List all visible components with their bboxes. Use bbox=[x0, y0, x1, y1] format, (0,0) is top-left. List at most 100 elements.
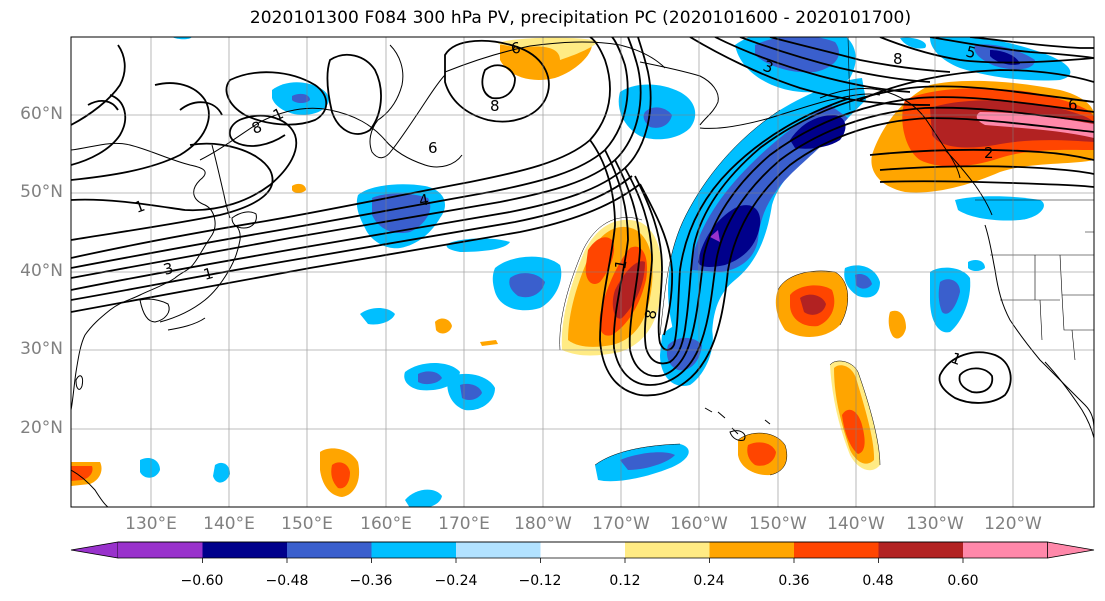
pv-ne-6 bbox=[929, 37, 1094, 59]
precip-pos-w3 bbox=[480, 340, 498, 346]
colorbar-bin bbox=[540, 542, 625, 558]
colorbar-extend-high bbox=[1047, 541, 1095, 559]
pv-contour-5 bbox=[71, 175, 633, 301]
pv-contours bbox=[71, 37, 1094, 404]
coast-okhotsk bbox=[199, 107, 463, 168]
pv-contour-1 bbox=[71, 37, 611, 259]
pv-closed-nw4 bbox=[225, 71, 328, 126]
coast-hokkaido bbox=[231, 211, 257, 229]
pv-contour-8 bbox=[71, 114, 298, 212]
precip-neg-e1-mid bbox=[855, 274, 872, 289]
lon-label: 170°W bbox=[592, 514, 650, 534]
colorbar bbox=[70, 541, 1095, 563]
pv-trough-10 bbox=[879, 180, 1094, 188]
map-frame bbox=[70, 36, 1095, 508]
precip-neg-lat15-4 bbox=[213, 462, 230, 483]
coast-hawaii bbox=[729, 430, 746, 441]
lon-label: 150°E bbox=[281, 514, 333, 534]
precip-neg-purple bbox=[710, 230, 720, 242]
coast-kamchatka bbox=[369, 44, 446, 159]
lon-label: 150°W bbox=[749, 514, 807, 534]
lon-label: 160°W bbox=[670, 514, 728, 534]
colorbar-bin bbox=[371, 542, 456, 558]
precip-neg-e3 bbox=[968, 260, 985, 271]
lon-label: 170°E bbox=[438, 514, 490, 534]
coast-baja bbox=[1044, 361, 1094, 439]
lat-label: 30°N bbox=[20, 339, 63, 359]
lat-label: 40°N bbox=[20, 261, 63, 281]
pv-contour-labels: 6 8 1 1 3 1 8 6 4 1 8 3 5 2 6 8 1 bbox=[132, 39, 1077, 369]
colorbar-bin bbox=[794, 542, 879, 558]
coast-westcoast bbox=[984, 224, 1094, 431]
pv-contour-7 bbox=[71, 142, 274, 241]
colorbar-tick-label: −0.24 bbox=[434, 573, 478, 589]
colorbar-bin bbox=[963, 542, 1048, 558]
precip-pos-e1-dark bbox=[800, 294, 826, 315]
pv-label: 4 bbox=[418, 191, 431, 210]
colorbar-tick-label: 0.36 bbox=[778, 573, 810, 589]
colorbar-bin bbox=[709, 542, 794, 558]
pv-label: 3 bbox=[161, 259, 175, 279]
pv-lean-w2 bbox=[71, 44, 126, 126]
colorbar-bin bbox=[202, 542, 287, 558]
colorbar-bin bbox=[118, 542, 203, 558]
pv-label: 6 bbox=[1068, 96, 1078, 114]
pv-contour-9 bbox=[71, 82, 210, 181]
pv-closed-nw2 bbox=[481, 64, 516, 100]
precip-neg-pnw bbox=[955, 196, 1044, 221]
coastlines bbox=[71, 41, 1094, 507]
precip-pos-w2 bbox=[435, 318, 452, 334]
pv-trough-6 bbox=[639, 183, 674, 336]
precip-pos-w1-red bbox=[331, 462, 350, 489]
lon-label: 140°W bbox=[827, 514, 885, 534]
coast-east-asia bbox=[71, 142, 216, 411]
precip-neg-ak1-mid bbox=[643, 107, 672, 128]
pv-label: 8 bbox=[641, 308, 660, 321]
pv-label: 8 bbox=[893, 50, 903, 68]
pv-label: 5 bbox=[964, 42, 978, 62]
precip-pos-e4 bbox=[888, 310, 906, 339]
precip-neg-ne-small bbox=[900, 37, 926, 49]
precip-neg-lat15-3 bbox=[140, 458, 160, 478]
precip-neg-mid1-mid bbox=[372, 193, 431, 234]
lon-label: 140°E bbox=[203, 514, 255, 534]
colorbar-bin bbox=[625, 542, 710, 558]
precip-pos-sw-red bbox=[71, 466, 93, 481]
precip-neg-nw1-mid bbox=[292, 93, 310, 103]
colorbar-bin bbox=[456, 542, 541, 558]
pv-label: 1 bbox=[201, 264, 215, 284]
precip-neg-nw-small bbox=[172, 37, 192, 40]
pv-ne-4 bbox=[769, 37, 951, 73]
pv-trough-8 bbox=[869, 148, 1094, 161]
precip-neg-lat15-1-mid bbox=[620, 452, 675, 470]
pv-ne-7 bbox=[969, 37, 1094, 49]
precip-neg-ak2-mid bbox=[755, 37, 839, 73]
precip-pos-e2-red bbox=[842, 409, 865, 454]
pv-lean-w bbox=[71, 94, 127, 166]
lon-label: 180°W bbox=[514, 514, 572, 534]
pv-label: 8 bbox=[490, 97, 500, 115]
precip-neg-lat15-2 bbox=[405, 489, 442, 507]
pv-trough-7 bbox=[859, 69, 1094, 101]
precip-neg-ak-top-core bbox=[990, 50, 1020, 65]
colorbar-tick-label: 0.24 bbox=[693, 573, 725, 589]
map-title: 2020101300 F084 300 hPa PV, precipitatio… bbox=[249, 8, 912, 28]
pv-contour-6 bbox=[71, 183, 641, 313]
pv-ne-5 bbox=[879, 37, 1094, 64]
coast-aleutians bbox=[704, 407, 771, 435]
pv-trough-9 bbox=[879, 165, 1094, 175]
coast-korea bbox=[139, 298, 170, 323]
precip-neg-e2-mid bbox=[938, 279, 960, 314]
lon-label: 120°W bbox=[984, 514, 1042, 534]
gridlines bbox=[71, 37, 1094, 507]
colorbar-extend-low bbox=[70, 541, 119, 559]
pv-ne-2 bbox=[714, 37, 911, 93]
lat-label: 20°N bbox=[20, 418, 63, 438]
pv-trough-4 bbox=[624, 85, 1094, 365]
precip-neg-lat25-2-mid bbox=[460, 383, 482, 401]
pv-trough-1 bbox=[589, 117, 1094, 397]
pv-closed-sub bbox=[938, 351, 1012, 404]
pv-closed-nw5 bbox=[179, 101, 223, 116]
pv-ne-1 bbox=[689, 37, 931, 106]
